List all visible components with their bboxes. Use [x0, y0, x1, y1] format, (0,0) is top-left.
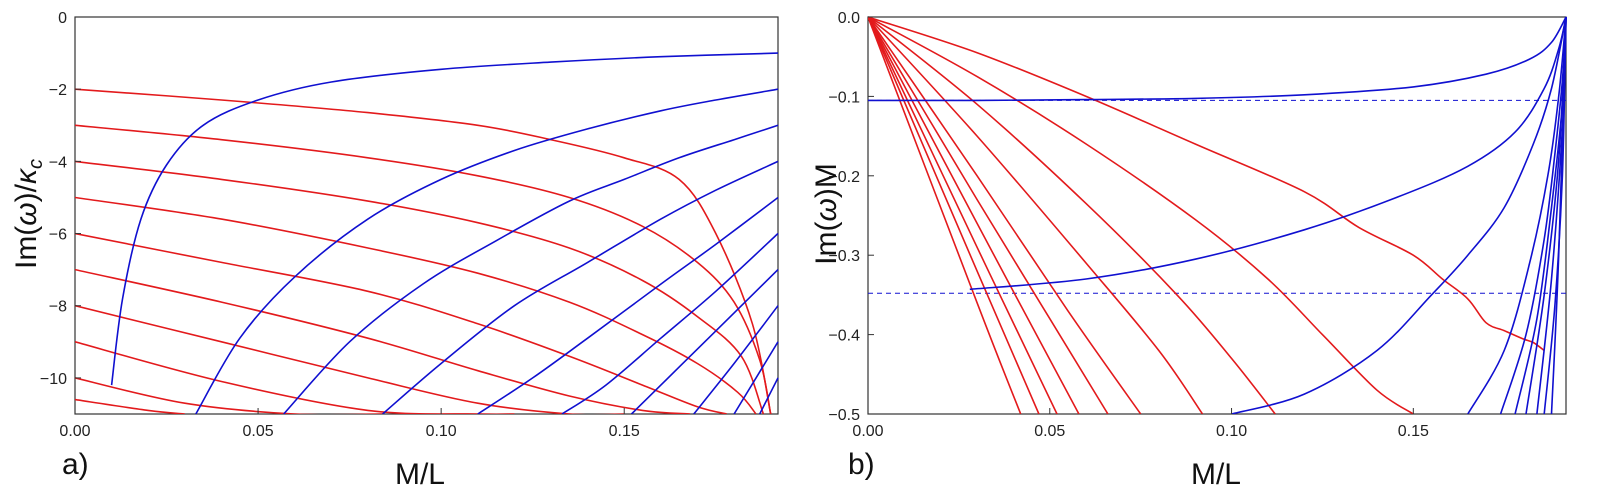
y-tick-label: −0.5 — [828, 407, 860, 424]
series-group-a — [75, 52, 779, 414]
red-series-line — [868, 16, 1109, 414]
x-tick-label: 0.05 — [243, 423, 274, 440]
red-series-line — [75, 88, 772, 414]
blue-series-line — [1467, 16, 1567, 414]
y-tick-label: −2 — [49, 82, 67, 99]
blue-series-line — [283, 124, 779, 414]
blue-series-line — [693, 305, 779, 414]
ticks-a: 0.00 0.05 0.10 0.15 0 −2 −4 −6 −8 −10 — [40, 10, 640, 440]
red-series-line — [75, 196, 757, 414]
y-tick-label: −4 — [49, 154, 67, 171]
x-tick-label: 0.00 — [59, 423, 90, 440]
y-tick-label: 0.0 — [838, 10, 860, 27]
y-tick-label: −0.3 — [828, 248, 860, 265]
series-group-b — [868, 16, 1567, 414]
red-series-line — [75, 160, 765, 414]
x-tick-label: 0.00 — [852, 423, 883, 440]
blue-series-line — [1550, 16, 1567, 414]
y-axis-label-a: Im(ω)/κc — [10, 159, 47, 269]
red-series-line — [75, 398, 185, 414]
panel-label-a: a) — [62, 448, 89, 481]
red-series-line — [75, 341, 515, 414]
blue-series-line — [561, 232, 779, 414]
y-tick-label: −10 — [40, 371, 67, 388]
red-series-line — [868, 16, 1276, 414]
red-series-line — [75, 304, 625, 414]
y-tick-label: −0.4 — [828, 328, 860, 345]
red-series-line — [868, 16, 1040, 414]
blue-series-line — [1536, 16, 1567, 414]
ticks-b: 0.00 0.05 0.10 0.15 0.0 −0.1 −0.2 −0.3 −0.4 −0.5 — [828, 10, 1429, 440]
blue-series-line — [733, 341, 779, 414]
red-series-line — [75, 268, 691, 414]
reference-lines-b — [868, 99, 1566, 294]
red-series-line — [868, 16, 1058, 414]
plot-frame-b — [867, 16, 1567, 415]
y-tick-label: −8 — [49, 299, 67, 316]
red-series-line — [868, 16, 1545, 352]
y-axis-label-b: Im(ω)M — [810, 163, 843, 265]
red-series-line — [868, 16, 1142, 414]
x-axis-label-a: M/L — [395, 458, 445, 491]
x-tick-label: 0.15 — [609, 423, 640, 440]
red-series-line — [868, 16, 1022, 414]
panel-label-b: b) — [848, 448, 875, 481]
x-tick-label: 0.10 — [1216, 423, 1247, 440]
blue-series-line — [1525, 16, 1567, 414]
panel-a: 0.00 0.05 0.10 0.15 0 −2 −4 −6 −8 −10 M/L Im(ω)/κ… — [10, 10, 779, 491]
blue-series-line — [1231, 16, 1567, 414]
x-tick-label: 0.15 — [1398, 423, 1429, 440]
blue-series-line — [630, 269, 779, 414]
red-series-line — [75, 377, 383, 414]
blue-series-line — [868, 16, 1567, 102]
x-tick-label: 0.05 — [1034, 423, 1065, 440]
y-tick-label: −0.2 — [828, 169, 860, 186]
blue-series-line — [758, 377, 779, 414]
panel-b: 0.00 0.05 0.10 0.150.0−0.1−0.2−0.3−0.4−0.5 … — [810, 10, 1567, 491]
blue-series-line — [1499, 16, 1567, 414]
blue-series-line — [110, 52, 779, 386]
red-series-line — [868, 16, 1414, 414]
x-tick-label: 0.10 — [426, 423, 457, 440]
y-tick-label: −0.1 — [828, 89, 860, 106]
red-series-line — [868, 16, 1204, 414]
y-tick-label: 0 — [58, 10, 67, 27]
red-series-line — [868, 16, 1080, 414]
x-axis-label-b: M/L — [1191, 458, 1241, 491]
blue-series-line — [382, 160, 779, 414]
blue-series-line — [477, 196, 779, 414]
blue-series-line — [195, 88, 779, 414]
blue-series-line — [969, 16, 1567, 291]
y-tick-label: −6 — [49, 227, 67, 244]
red-series-line — [75, 232, 727, 414]
